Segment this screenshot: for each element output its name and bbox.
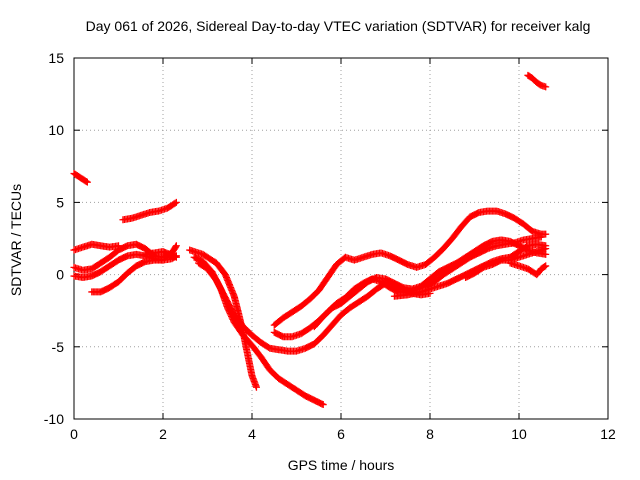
data-point (172, 242, 180, 250)
data-point (82, 177, 90, 185)
series-arc-o (462, 245, 550, 281)
series-arc-p (506, 259, 550, 279)
y-tick-label: 10 (48, 122, 64, 138)
x-tick-label: 6 (337, 426, 345, 442)
data-point (252, 383, 260, 391)
data-points (70, 71, 550, 409)
data-point (541, 263, 549, 271)
series-arc-g (141, 247, 180, 261)
data-point (83, 178, 91, 186)
x-tick-label: 8 (426, 426, 434, 442)
series-arc-h (186, 246, 260, 391)
y-axis-label: SDTVAR / TECUs (8, 183, 24, 297)
data-point (172, 253, 180, 261)
data-point (172, 243, 180, 251)
chart-title: Day 061 of 2026, Sidereal Day-to-day VTE… (85, 18, 591, 34)
data-point (542, 83, 550, 91)
x-tick-label: 12 (600, 426, 616, 442)
series-arc-b (70, 240, 122, 254)
series-arc-q (524, 71, 550, 91)
series-arc-c (119, 198, 180, 224)
series-arc-a (70, 170, 91, 186)
data-point (171, 199, 179, 207)
data-point (537, 233, 545, 241)
series-arc-f (88, 256, 167, 296)
x-tick-label: 2 (159, 426, 167, 442)
x-tick-label: 4 (248, 426, 256, 442)
x-axis-label: GPS time / hours (287, 457, 395, 473)
data-point (319, 401, 327, 409)
series-arc-m (310, 236, 550, 331)
data-point (542, 262, 550, 270)
series-arc-j (195, 259, 434, 355)
data-point (159, 256, 167, 264)
data-point (542, 245, 550, 253)
y-tick-label: 0 (56, 267, 64, 283)
y-tick-label: 5 (56, 194, 64, 210)
y-tick-label: 15 (48, 50, 64, 66)
x-tick-label: 0 (70, 426, 78, 442)
data-point (172, 198, 180, 206)
y-tick-label: -10 (44, 411, 64, 427)
x-tick-label: 10 (511, 426, 527, 442)
data-point (542, 230, 550, 238)
y-tick-label: -5 (52, 339, 65, 355)
axis-ticks: 0 2 4 6 8 10 12 -10 -5 0 5 10 15 (44, 50, 616, 442)
series-arc-k (270, 207, 550, 329)
